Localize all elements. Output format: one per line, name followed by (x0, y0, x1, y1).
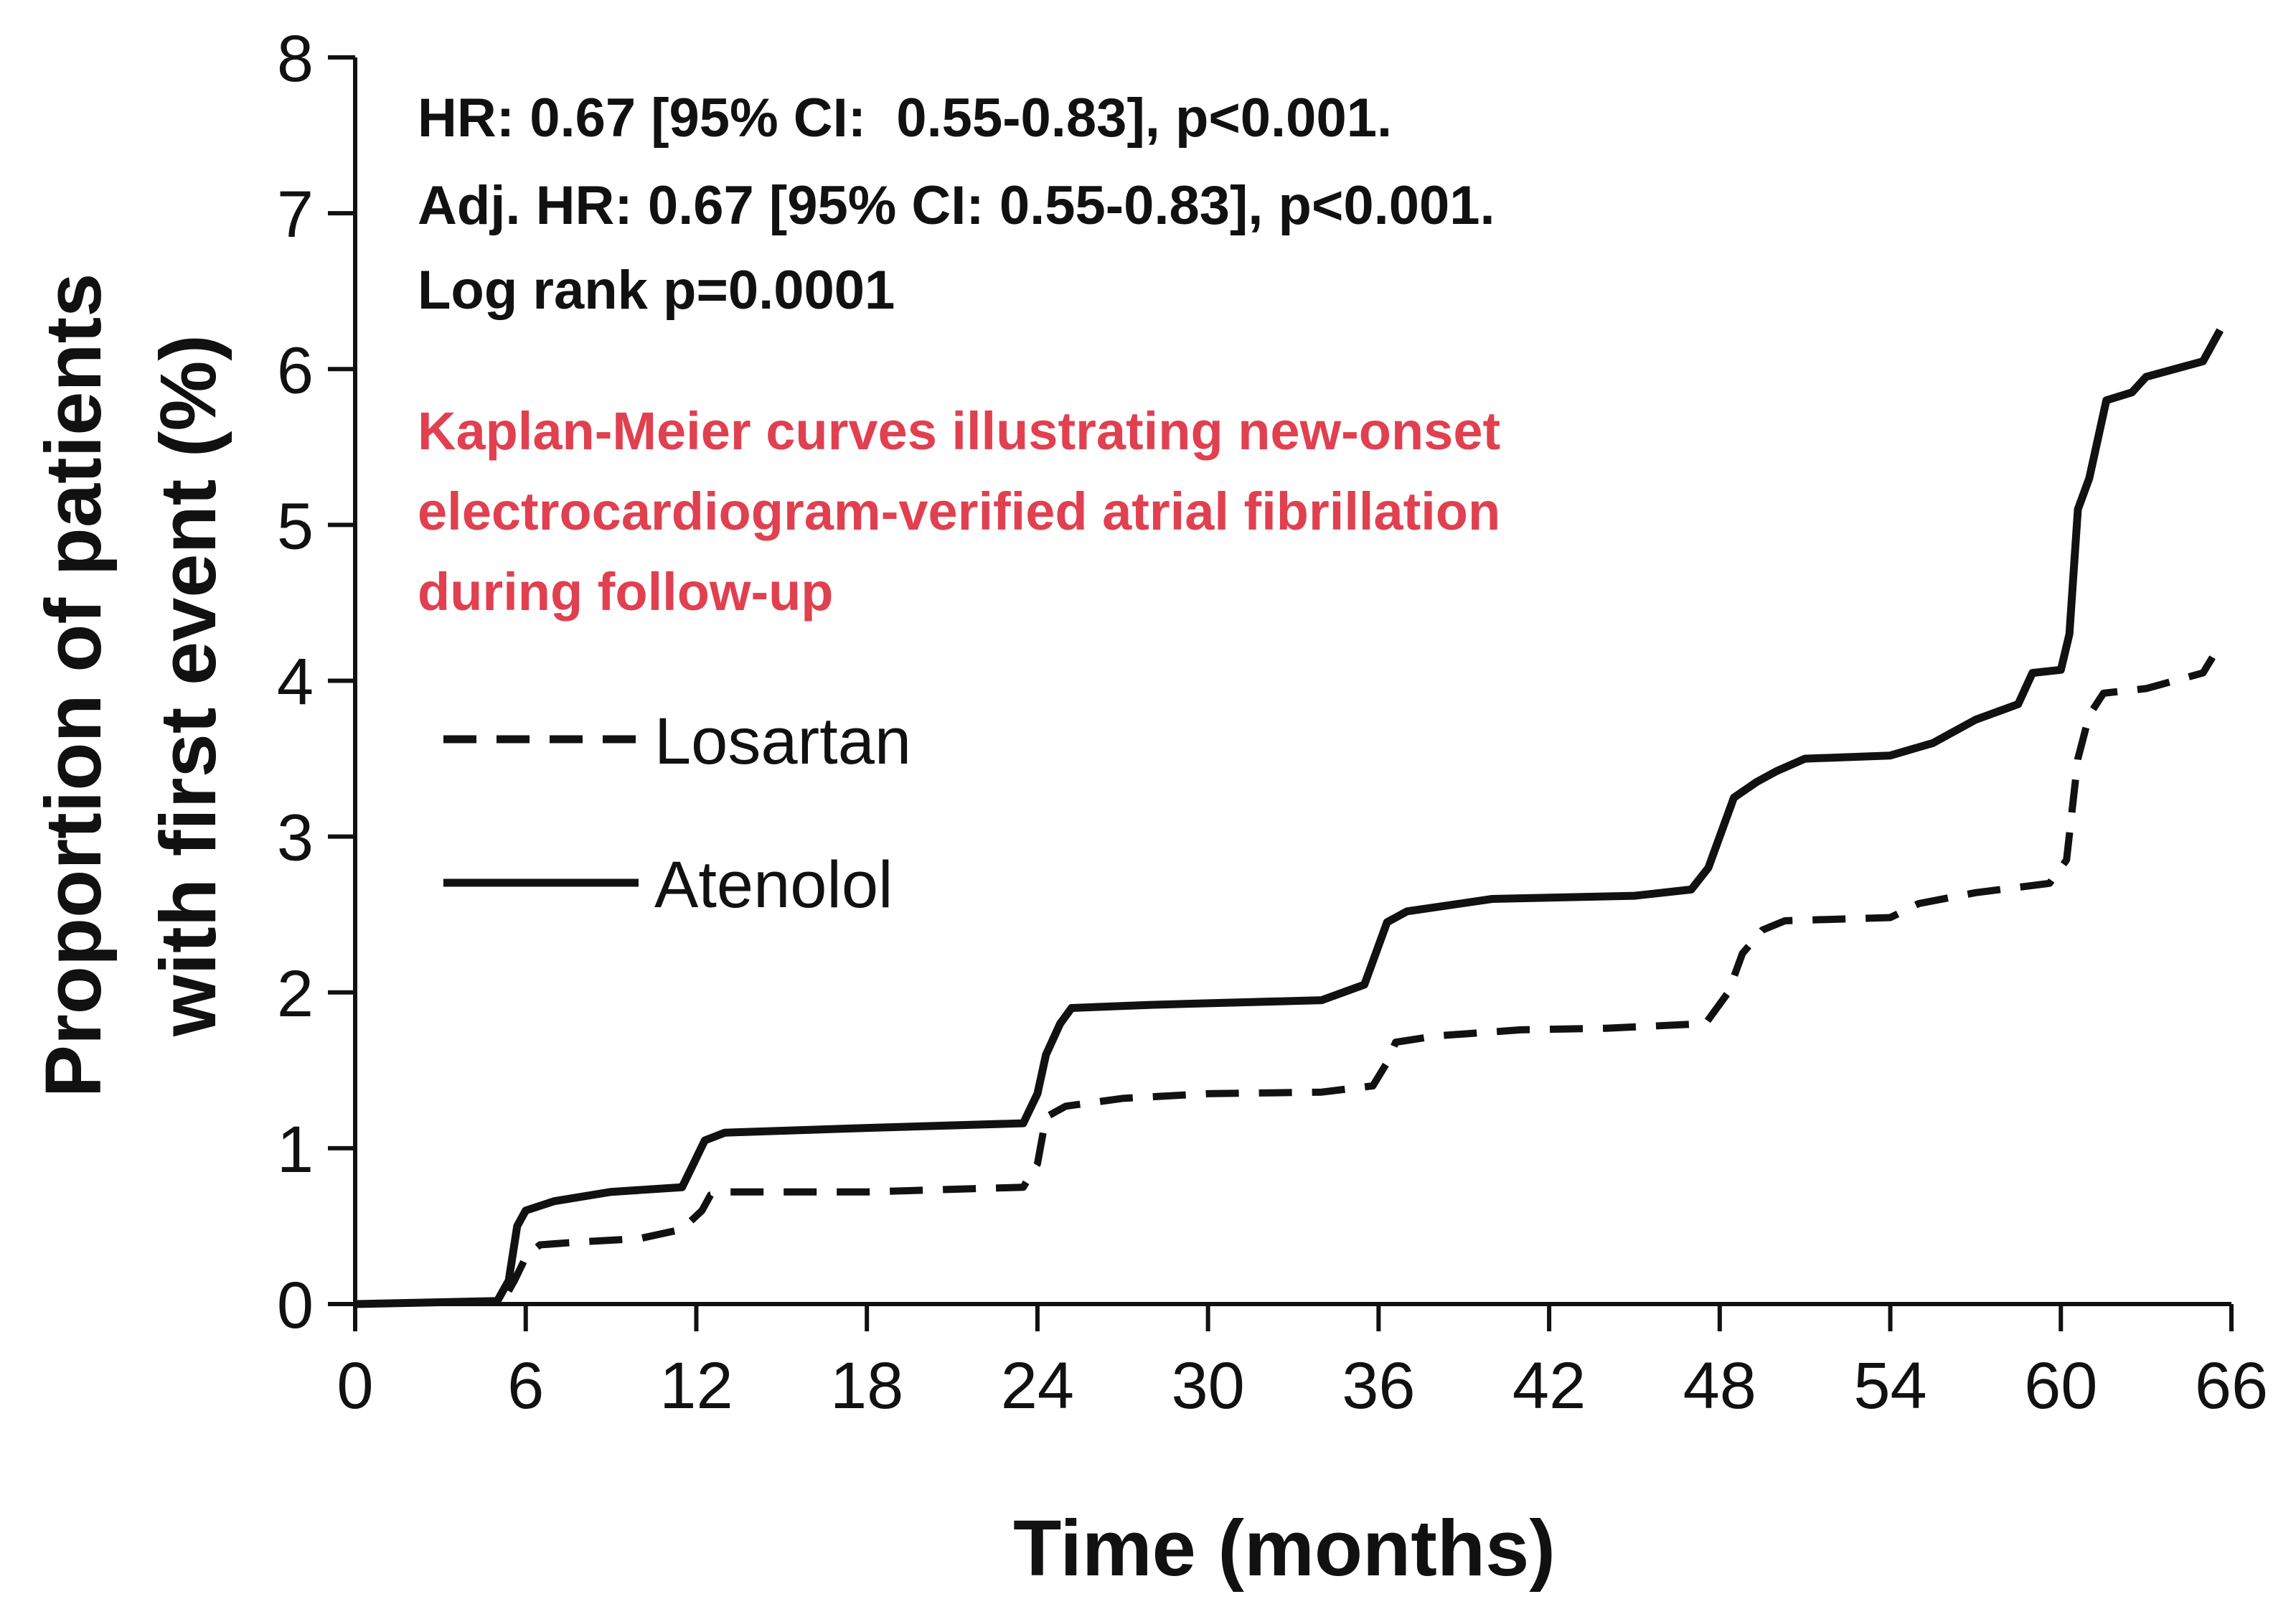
y-tick-label: 7 (277, 178, 314, 251)
y-tick-label: 0 (277, 1269, 314, 1342)
x-tick-label: 24 (1001, 1349, 1074, 1422)
x-tick-label: 12 (659, 1349, 733, 1422)
annotation-log-rank: Log rank p=0.0001 (418, 260, 895, 321)
x-tick-label: 18 (830, 1349, 903, 1422)
x-tick-label: 30 (1171, 1349, 1244, 1422)
y-tick-label: 2 (277, 957, 314, 1031)
y-axis-title-line-2: with first event (%) (144, 334, 232, 1037)
annotation-adjusted-hr: Adj. HR: 0.67 [95% CI: 0.55-0.83], p<0.0… (418, 175, 1495, 236)
x-tick-label: 36 (1342, 1349, 1415, 1422)
legend: Losartan Atenolol (443, 705, 911, 922)
x-tick-label: 0 (337, 1349, 373, 1422)
series-line-atenolol (354, 328, 2224, 1308)
legend-label-atenolol: Atenolol (654, 848, 893, 922)
caption-line-3: during follow-up (418, 562, 834, 622)
x-tick-label: 48 (1683, 1349, 1756, 1422)
series-line-losartan (354, 647, 2221, 1308)
x-axis-title: Time (months) (1013, 1504, 1556, 1593)
caption-line-1: Kaplan-Meier curves illustrating new-ons… (418, 401, 1500, 461)
annotation-hr: HR: 0.67 [95% CI: 0.55-0.83], p<0.001. (418, 88, 1392, 149)
y-tick-label: 5 (277, 489, 314, 563)
y-tick-label: 4 (277, 646, 314, 719)
x-tick-label: 54 (1853, 1349, 1926, 1422)
x-tick-label: 60 (2024, 1349, 2097, 1422)
caption-line-2: electrocardiogram-verified atrial fibril… (418, 482, 1500, 541)
x-tick-label: 66 (2195, 1349, 2268, 1422)
y-tick-label: 1 (277, 1113, 314, 1186)
series-layer (354, 328, 2224, 1308)
x-tick-label: 42 (1512, 1349, 1586, 1422)
x-tick-label: 6 (507, 1349, 544, 1422)
y-tick-label: 8 (277, 22, 314, 95)
legend-label-losartan: Losartan (654, 705, 911, 778)
y-tick-label: 3 (277, 802, 314, 875)
y-axis-title-line-1: Proportion of patients (29, 273, 118, 1098)
y-tick-label: 6 (277, 334, 314, 407)
